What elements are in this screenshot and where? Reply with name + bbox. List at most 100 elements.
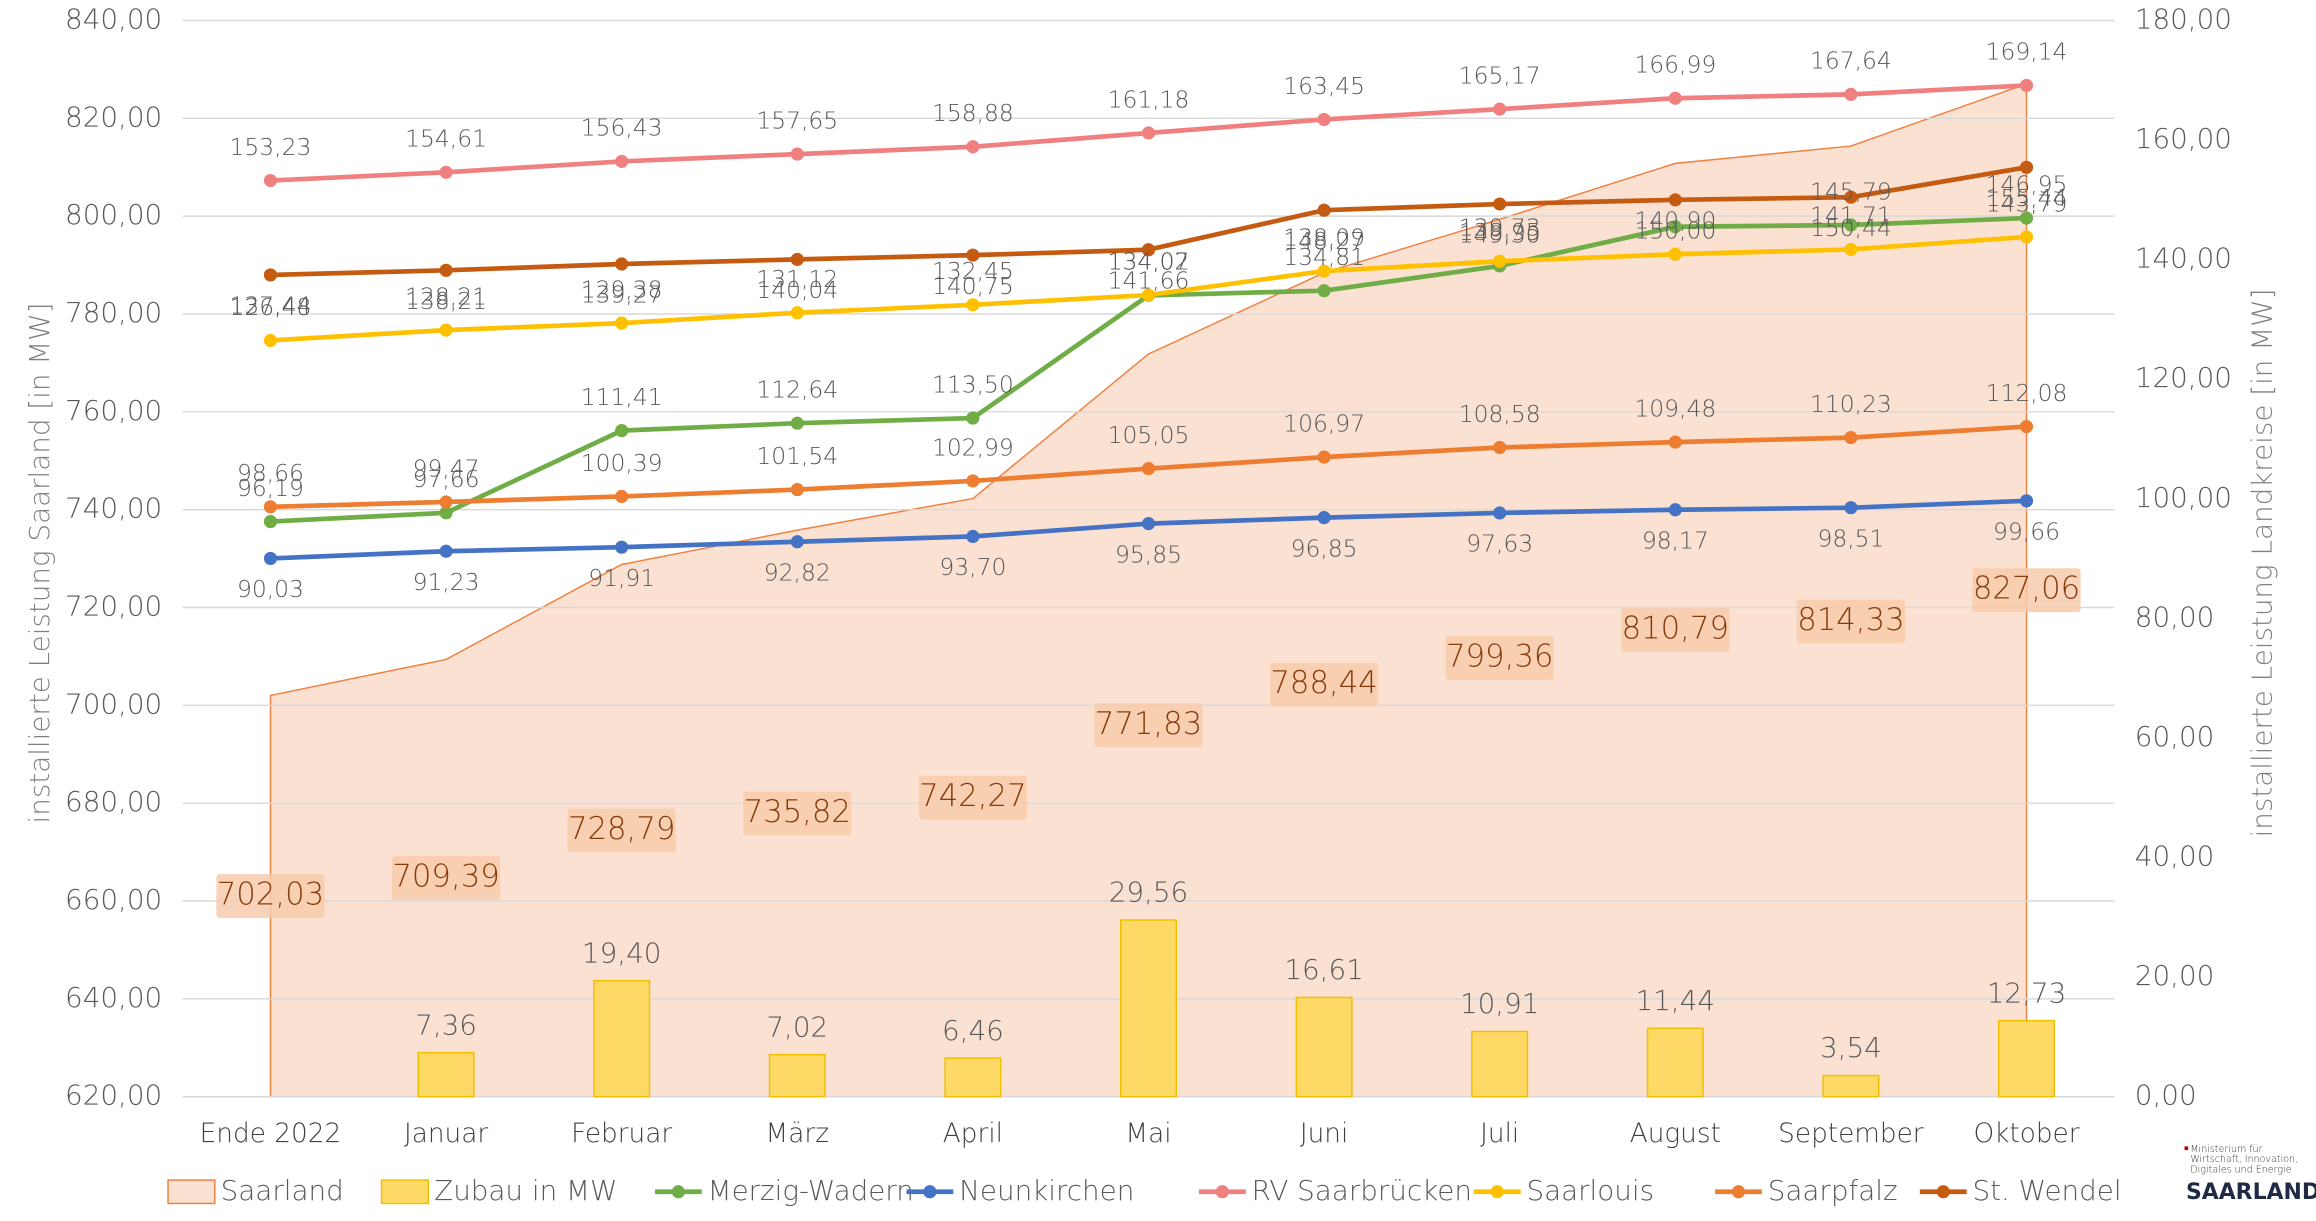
point <box>1844 242 1858 256</box>
point <box>263 333 278 348</box>
data-label: 146,95 <box>1986 170 2068 198</box>
data-label-box <box>1621 608 1730 652</box>
legend-label: RV Saarbrücken <box>1252 1174 1472 1207</box>
data-label: 156,43 <box>581 114 663 142</box>
point <box>1493 102 1507 116</box>
point <box>1141 243 1156 257</box>
point <box>790 306 804 320</box>
point <box>1317 112 1331 127</box>
point <box>1317 264 1331 278</box>
data-label: 19,40 <box>582 936 662 969</box>
point <box>1844 218 1858 232</box>
y2-tick-label: 80,00 <box>2135 600 2214 633</box>
y-tick-label: 680,00 <box>65 785 162 818</box>
logo-dot <box>2184 1146 2189 1151</box>
data-label-box <box>567 808 676 853</box>
data-label: 814,33 <box>1797 603 1904 638</box>
data-label: 12,73 <box>1987 976 2067 1009</box>
main-layer: 7,36 19,40 7,02 6,46 29,56 16,61 10,91 11,44 3,5… <box>167 38 2122 1207</box>
data-label: 153,23 <box>230 133 312 161</box>
y-axis-title: installierte Leistung Saarland [in MW] <box>23 302 56 823</box>
point <box>790 535 804 549</box>
data-label: 140,04 <box>756 276 838 304</box>
data-label: 161,18 <box>1108 85 1190 113</box>
legend-label: Saarpfalz <box>1768 1174 1898 1207</box>
data-label: 100,39 <box>581 449 663 477</box>
data-label: 150,44 <box>1810 214 1892 242</box>
data-label: 709,39 <box>392 860 499 895</box>
data-label-box <box>743 791 852 836</box>
data-label: 11,44 <box>1636 984 1716 1017</box>
legend-swatch <box>923 1185 937 1199</box>
data-label: 134,07 <box>1108 247 1190 275</box>
y2-tick-label: 180,00 <box>2135 2 2232 35</box>
data-label: 126,48 <box>230 293 312 321</box>
y2-axis-title: installierte Leistung Landkreise [in MW] <box>2245 289 2278 838</box>
legend-swatch <box>167 1179 216 1205</box>
point <box>1317 203 1331 217</box>
point <box>2019 160 2034 174</box>
bar <box>768 1054 826 1098</box>
point <box>439 165 453 179</box>
legend-label: Neunkirchen <box>959 1174 1134 1207</box>
point <box>966 298 980 312</box>
data-label: 105,05 <box>1108 421 1190 449</box>
data-label-box <box>391 856 501 900</box>
point <box>966 248 980 262</box>
data-label-box <box>1445 636 1554 680</box>
y-tick-label: 740,00 <box>65 492 162 525</box>
point <box>439 323 453 337</box>
x-tick-label: Ende 2022 <box>200 1119 342 1149</box>
data-label-box <box>216 874 325 918</box>
data-label: 102,99 <box>932 433 1014 461</box>
data-label: 827,06 <box>1973 572 2080 607</box>
point <box>966 411 980 425</box>
point <box>263 514 278 529</box>
data-label-box <box>918 775 1027 820</box>
point <box>2019 494 2034 508</box>
x-tick-label: September <box>1778 1119 1924 1149</box>
data-label: 728,79 <box>568 812 675 847</box>
bar <box>1822 1074 1880 1098</box>
data-label: 134,02 <box>1108 248 1190 276</box>
point <box>2019 230 2034 244</box>
point <box>1844 431 1858 445</box>
logo-line: Wirtschaft, Innovation, <box>2190 1154 2298 1165</box>
legend-swatch <box>1731 1185 1746 1199</box>
data-label: 98,66 <box>237 459 304 487</box>
data-label: 6,46 <box>942 1014 1004 1047</box>
point <box>1493 440 1507 455</box>
point <box>1317 284 1331 298</box>
point <box>439 495 453 509</box>
data-label: 131,12 <box>756 265 838 293</box>
bar <box>1119 919 1178 1098</box>
data-label: 154,61 <box>405 125 487 153</box>
point <box>439 544 453 558</box>
legend-label: Merzig-Wadern <box>708 1174 914 1207</box>
point <box>2019 419 2034 434</box>
point <box>1668 247 1682 261</box>
legend-label: Saarland <box>221 1174 344 1207</box>
data-label: 129,38 <box>581 275 663 303</box>
data-label: 91,91 <box>588 564 655 592</box>
bar <box>1471 1030 1529 1098</box>
data-label: 143,79 <box>1986 189 2068 217</box>
logo: Ministerium für Wirtschaft, Innovation, … <box>2184 1144 2316 1205</box>
data-label: 29,56 <box>1109 876 1189 909</box>
data-label: 98,51 <box>1817 524 1884 552</box>
bar <box>944 1057 1002 1098</box>
point <box>1141 288 1156 302</box>
x-tick-label: Mai <box>1125 1119 1171 1149</box>
data-label-box <box>1269 662 1379 707</box>
data-label: 110,23 <box>1810 390 1892 418</box>
data-label: 99,47 <box>413 454 480 482</box>
data-label: 158,88 <box>932 99 1014 127</box>
data-label: 97,63 <box>1466 530 1533 558</box>
data-label: 735,82 <box>744 795 851 830</box>
point <box>790 147 804 161</box>
data-label: 157,65 <box>756 106 838 134</box>
data-label: 108,58 <box>1459 400 1541 428</box>
data-label: 106,97 <box>1283 409 1365 437</box>
point <box>2019 211 2034 225</box>
legend-swatch <box>671 1185 685 1199</box>
